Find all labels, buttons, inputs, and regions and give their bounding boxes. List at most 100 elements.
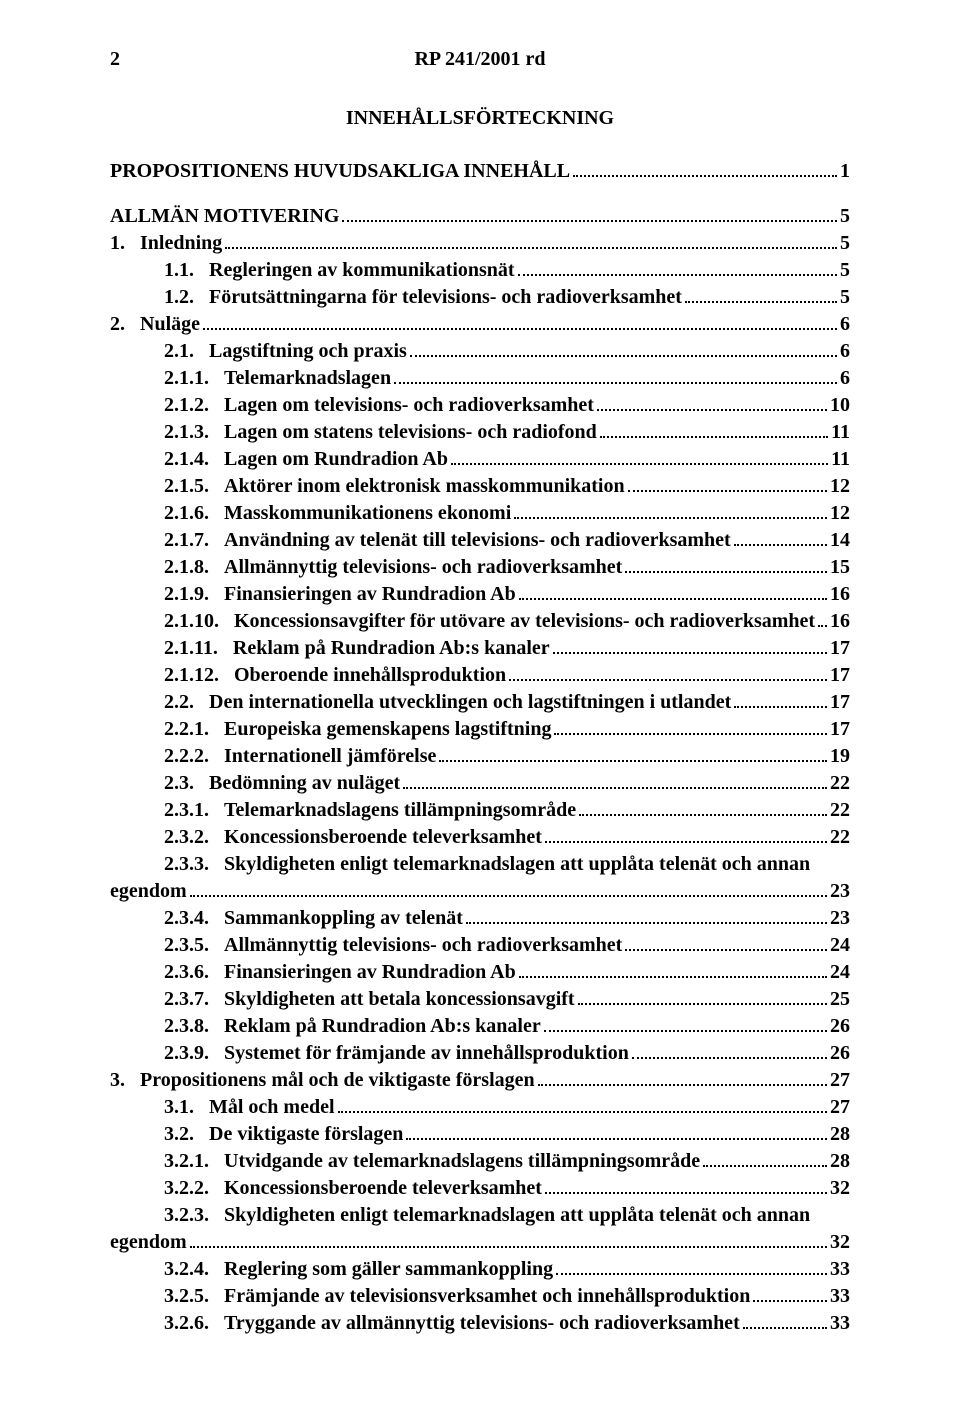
toc-entry-page: 17 — [830, 716, 850, 743]
toc-entry: 2.3.4. Sammankoppling av telenät23 — [110, 905, 850, 932]
toc-entry: 2.3.3. Skyldigheten enligt telemarknadsl… — [110, 851, 850, 878]
toc-leader-dots — [394, 366, 837, 384]
toc-entry: 2.3.5. Allmännyttig televisions- och rad… — [110, 932, 850, 959]
toc-entry: 2.1. Lagstiftning och praxis 6 — [110, 338, 850, 365]
toc-entry-text: Lagen om Rundradion Ab — [224, 446, 448, 473]
toc-entry-number: 2.1.8. — [164, 554, 224, 581]
toc-entry-text: Koncessionsberoende televerksamhet — [224, 1175, 542, 1202]
toc-entry-text: Mål och medel — [209, 1094, 335, 1121]
toc-entry-page: 12 — [830, 473, 850, 500]
toc-entry: 2.3.6. Finansieringen av Rundradion Ab24 — [110, 959, 850, 986]
running-header: 2 RP 241/2001 rd — [110, 48, 850, 71]
toc-leader-dots — [203, 312, 837, 330]
toc-leader-dots — [625, 555, 827, 573]
toc-entry-number: 1.2. — [164, 284, 209, 311]
toc-entry-number: 2.1.7. — [164, 527, 224, 554]
toc-leader-dots — [554, 717, 827, 735]
toc-entry-number: 2.1.9. — [164, 581, 224, 608]
toc-entry-text: Lagstiftning och praxis — [209, 338, 407, 365]
toc-entry-text: Nuläge — [140, 311, 200, 338]
toc-entry-page: 33 — [830, 1310, 850, 1337]
toc-leader-dots — [538, 1068, 827, 1086]
toc-entry-text: Systemet för främjande av innehållsprodu… — [224, 1040, 629, 1067]
toc-entry-text: Den internationella utvecklingen och lag… — [209, 689, 731, 716]
toc-entry-number: 2.1.5. — [164, 473, 224, 500]
toc-entry-number: 1.1. — [164, 257, 209, 284]
page-number: 2 — [110, 48, 150, 71]
toc-entry: 2.3. Bedömning av nuläget22 — [110, 770, 850, 797]
toc-entry-text: Tryggande av allmännyttig televisions- o… — [224, 1310, 740, 1337]
toc-entry-number: 2.1.10. — [164, 608, 234, 635]
toc-entry: egendom32 — [110, 1229, 850, 1256]
toc-entry-page: 5 — [840, 257, 850, 284]
header-spacer — [810, 48, 850, 71]
toc-leader-dots — [190, 1230, 827, 1248]
toc-entry-page: 23 — [830, 905, 850, 932]
toc-entry: 2.1.3. Lagen om statens televisions- och… — [110, 419, 850, 446]
toc-entry-page: 5 — [840, 284, 850, 311]
toc-entry-number: 2.3.6. — [164, 959, 224, 986]
toc-leader-dots — [509, 663, 827, 681]
toc-entry-text: Masskommunikationens ekonomi — [224, 500, 511, 527]
toc-entry-page: 17 — [830, 662, 850, 689]
toc-entry-page: 14 — [830, 527, 850, 554]
toc-leader-dots — [342, 204, 837, 222]
toc-entry-text: Regleringen av kommunikationsnät — [209, 257, 515, 284]
toc-entry-page: 17 — [830, 689, 850, 716]
toc-entry-number: 2.3.5. — [164, 932, 224, 959]
toc-leader-dots — [685, 285, 837, 303]
toc-entry-page: 24 — [830, 932, 850, 959]
toc-entry-page: 33 — [830, 1256, 850, 1283]
toc-entry-text: Skyldigheten enligt telemarknadslagen at… — [224, 851, 810, 878]
toc-entry-number: 2.3.7. — [164, 986, 224, 1013]
toc-entry-text: Inledning — [140, 230, 222, 257]
toc-entry-text: Reklam på Rundradion Ab:s kanaler — [233, 635, 550, 662]
toc-leader-dots — [753, 1284, 827, 1302]
toc-entry-text: Användning av telenät till televisions- … — [224, 527, 731, 554]
toc-entry-number: 2.1. — [164, 338, 209, 365]
toc-entry-text: Främjande av televisionsverksamhet och i… — [224, 1283, 750, 1310]
toc-entry: 2.1.4. Lagen om Rundradion Ab11 — [110, 446, 850, 473]
toc-entry-number: 3.2.3. — [164, 1202, 224, 1229]
toc-entry-page: 32 — [830, 1229, 850, 1256]
toc-entry: 2.2. Den internationella utvecklingen oc… — [110, 689, 850, 716]
toc-entry-page: 6 — [840, 338, 850, 365]
toc-entry-number: 2. — [110, 311, 140, 338]
toc-entry: 3.2. De viktigaste förslagen28 — [110, 1121, 850, 1148]
toc-entry: 3.2.2. Koncessionsberoende televerksamhe… — [110, 1175, 850, 1202]
toc-entry-page: 33 — [830, 1283, 850, 1310]
toc-entry-text: Telemarknadslagen — [224, 365, 391, 392]
toc-entry-number: 2.3.9. — [164, 1040, 224, 1067]
toc-entry-page: 28 — [830, 1148, 850, 1175]
toc-entry-page: 16 — [830, 581, 850, 608]
toc-entry-text: Skyldigheten att betala koncessionsavgif… — [224, 986, 575, 1013]
toc-entry-number: 2.1.1. — [164, 365, 224, 392]
toc-entry-text: Propositionens mål och de viktigaste för… — [140, 1067, 535, 1094]
toc-leader-dots — [556, 1257, 827, 1275]
toc-entry-page: 28 — [830, 1121, 850, 1148]
toc-entry: 2.2.2. Internationell jämförelse19 — [110, 743, 850, 770]
toc-entry: 3.1. Mål och medel27 — [110, 1094, 850, 1121]
toc-entry-page: 23 — [830, 878, 850, 905]
toc-gap — [110, 185, 850, 203]
toc-leader-dots — [703, 1149, 827, 1167]
toc-entry: PROPOSITIONENS HUVUDSAKLIGA INNEHÅLL1 — [110, 158, 850, 185]
toc-entry-number: 3.2.5. — [164, 1283, 224, 1310]
toc-entry-page: 25 — [830, 986, 850, 1013]
toc-entry: 2. Nuläge6 — [110, 311, 850, 338]
toc-leader-dots — [514, 501, 827, 519]
toc-entry-text: Reglering som gäller sammankoppling — [224, 1256, 553, 1283]
toc-entry: 2.3.8. Reklam på Rundradion Ab:s kanaler… — [110, 1013, 850, 1040]
document-reference: RP 241/2001 rd — [150, 48, 810, 71]
toc-leader-dots — [628, 474, 827, 492]
toc-leader-dots — [451, 447, 828, 465]
toc-entry-page: 10 — [830, 392, 850, 419]
toc-entry: 3.2.1. Utvidgande av telemarknadslagens … — [110, 1148, 850, 1175]
toc-entry-number: 2.1.2. — [164, 392, 224, 419]
toc-leader-dots — [403, 771, 827, 789]
toc-entry: 2.1.2. Lagen om televisions- och radiove… — [110, 392, 850, 419]
toc-entry-text: Aktörer inom elektronisk masskommunikati… — [224, 473, 625, 500]
toc-entry-text: Skyldigheten enligt telemarknadslagen at… — [224, 1202, 810, 1229]
toc-entry-number: 2.1.3. — [164, 419, 224, 446]
toc-entry: 2.1.7. Användning av telenät till televi… — [110, 527, 850, 554]
